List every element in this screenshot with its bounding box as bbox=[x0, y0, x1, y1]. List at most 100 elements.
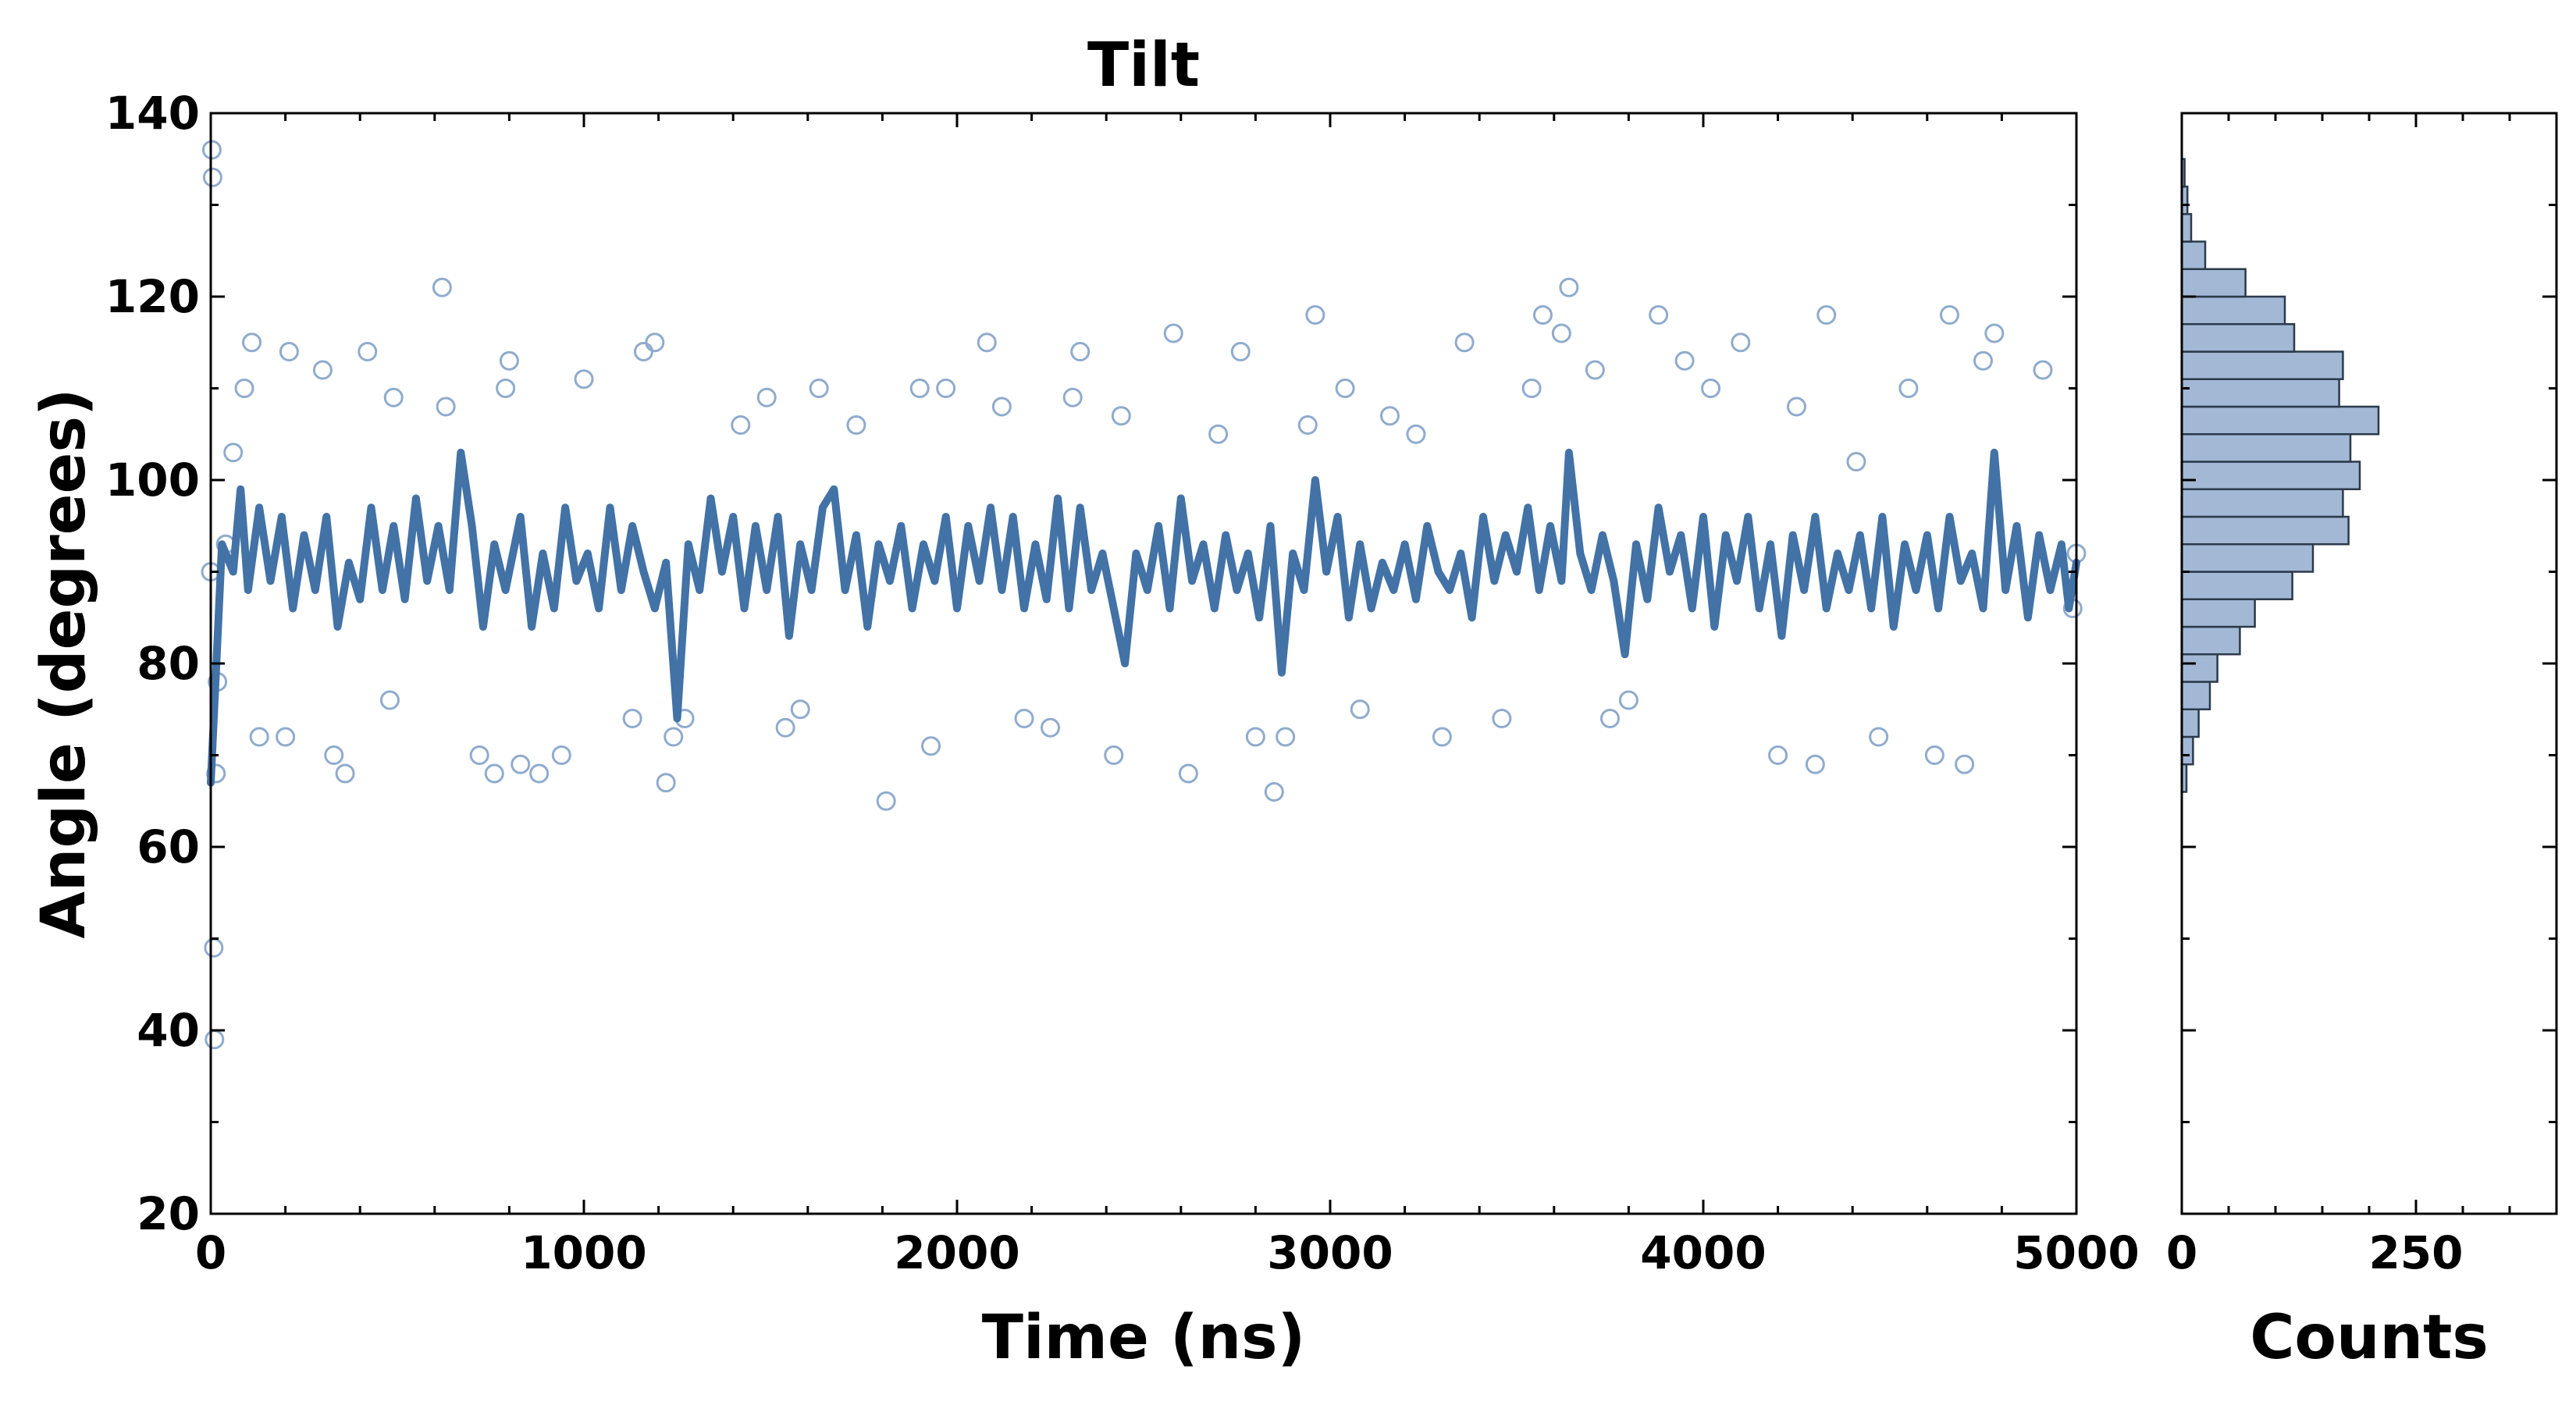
histogram-bar bbox=[2180, 378, 2340, 408]
scatter-point bbox=[1816, 305, 1837, 325]
scatter-point bbox=[1924, 745, 1944, 765]
scatter-point bbox=[1297, 415, 1318, 435]
scatter-point bbox=[249, 727, 269, 747]
scatter-point bbox=[1955, 754, 1975, 774]
scatter-point bbox=[358, 342, 378, 361]
histogram-bar bbox=[2180, 598, 2256, 628]
scatter-point bbox=[1070, 342, 1091, 361]
scatter-point bbox=[1335, 379, 1355, 398]
scatter-point bbox=[1163, 323, 1183, 343]
smoothed-line-series bbox=[207, 448, 2080, 787]
scatter-point bbox=[645, 333, 665, 353]
scatter-point bbox=[496, 379, 516, 398]
scatter-point bbox=[1559, 277, 1579, 297]
scatter-point bbox=[977, 333, 997, 353]
scatter-point bbox=[1585, 360, 1605, 380]
scatter-point bbox=[633, 342, 653, 361]
scatter-point bbox=[876, 791, 896, 811]
scatter-point bbox=[1014, 709, 1034, 728]
x-tick-label: 1000 bbox=[521, 1226, 646, 1279]
scatter-point bbox=[383, 387, 404, 407]
scatter-point bbox=[312, 360, 333, 380]
scatter-point bbox=[279, 342, 299, 361]
histogram-x-tick-labels: 0 250 bbox=[2166, 1226, 2464, 1279]
scatter-point bbox=[1600, 709, 1620, 728]
histogram-x-tick-label: 250 bbox=[2368, 1226, 2463, 1279]
scatter-point bbox=[436, 397, 456, 417]
histogram-bar bbox=[2180, 515, 2350, 546]
histogram-plot: 0 250 Counts bbox=[2166, 112, 2558, 1373]
scatter-point bbox=[205, 1030, 225, 1050]
scatter-point bbox=[1649, 305, 1669, 325]
histogram-bar bbox=[2180, 213, 2193, 243]
scatter-point bbox=[1787, 397, 1806, 417]
histogram-bar bbox=[2180, 571, 2293, 600]
histogram-bar bbox=[2180, 323, 2296, 353]
scatter-point bbox=[1305, 305, 1325, 325]
y-tick-label: 40 bbox=[137, 1004, 200, 1057]
scatter-point bbox=[790, 699, 810, 720]
scatter-point bbox=[1406, 424, 1426, 444]
histogram-bar bbox=[2180, 405, 2380, 436]
scatter-point bbox=[1454, 333, 1475, 353]
scatter-point bbox=[1618, 690, 1638, 710]
scatter-point bbox=[2033, 360, 2053, 380]
scatter-point bbox=[432, 277, 452, 297]
scatter-point bbox=[1532, 305, 1553, 325]
histogram-bar bbox=[2180, 681, 2211, 710]
scatter-point bbox=[1264, 782, 1284, 802]
histogram-bar bbox=[2180, 488, 2344, 518]
y-tick-label: 120 bbox=[105, 270, 200, 323]
scatter-point bbox=[731, 415, 751, 435]
scatter-point bbox=[1973, 350, 1993, 371]
scatter-point bbox=[499, 350, 519, 371]
scatter-point bbox=[1701, 379, 1721, 398]
histogram-bar bbox=[2180, 653, 2218, 683]
histogram-bar bbox=[2180, 625, 2241, 656]
histogram-x-axis-label: Counts bbox=[2250, 1303, 2489, 1373]
scatter-point bbox=[664, 727, 684, 747]
x-axis-label: Time (ns) bbox=[982, 1303, 1306, 1373]
scatter-point bbox=[379, 690, 400, 710]
histogram-bar bbox=[2180, 350, 2344, 380]
scatter-point bbox=[936, 379, 956, 398]
scatter-point bbox=[204, 937, 224, 958]
scatter-point bbox=[921, 736, 941, 756]
x-tick-label: 3000 bbox=[1267, 1226, 1393, 1279]
scatter-point bbox=[234, 379, 254, 398]
main-plot: Tilt 20 40 60 80 100 120 140 0 1000 2000 3000 4000… bbox=[29, 30, 2140, 1373]
scatter-point bbox=[1984, 323, 2005, 343]
y-tick-labels: 20 40 60 80 100 120 140 bbox=[105, 87, 200, 1240]
histogram-bar bbox=[2180, 433, 2352, 463]
scatter-point bbox=[991, 397, 1012, 417]
scatter-point bbox=[809, 379, 829, 398]
scatter-point bbox=[909, 379, 930, 398]
scatter-point bbox=[484, 763, 504, 784]
scatter-point bbox=[1939, 305, 1959, 325]
scatter-point bbox=[656, 773, 676, 793]
chart-title: Tilt bbox=[1087, 30, 1200, 101]
scatter-point bbox=[1805, 754, 1825, 774]
scatter-point bbox=[1731, 333, 1751, 353]
scatter-point bbox=[1492, 709, 1512, 728]
scatter-point bbox=[775, 717, 795, 738]
x-tick-label: 4000 bbox=[1640, 1226, 1766, 1279]
scatter-point bbox=[529, 763, 550, 784]
x-tick-label: 5000 bbox=[2013, 1226, 2139, 1279]
scatter-point bbox=[1208, 424, 1229, 444]
y-tick-label: 80 bbox=[137, 637, 200, 690]
y-tick-label: 100 bbox=[105, 454, 200, 507]
scatter-point bbox=[276, 727, 296, 747]
scatter-point bbox=[1178, 763, 1198, 784]
scatter-point bbox=[1062, 387, 1083, 407]
scatter-point bbox=[1898, 379, 1919, 398]
scatter-point bbox=[202, 167, 222, 187]
scatter-point bbox=[1432, 727, 1452, 747]
scatter-point bbox=[1104, 745, 1124, 765]
scatter-point bbox=[551, 745, 571, 765]
scatter-point bbox=[223, 443, 244, 463]
scatter-point bbox=[756, 387, 777, 407]
histogram-bar bbox=[2180, 543, 2314, 573]
scatter-point bbox=[1521, 379, 1542, 398]
